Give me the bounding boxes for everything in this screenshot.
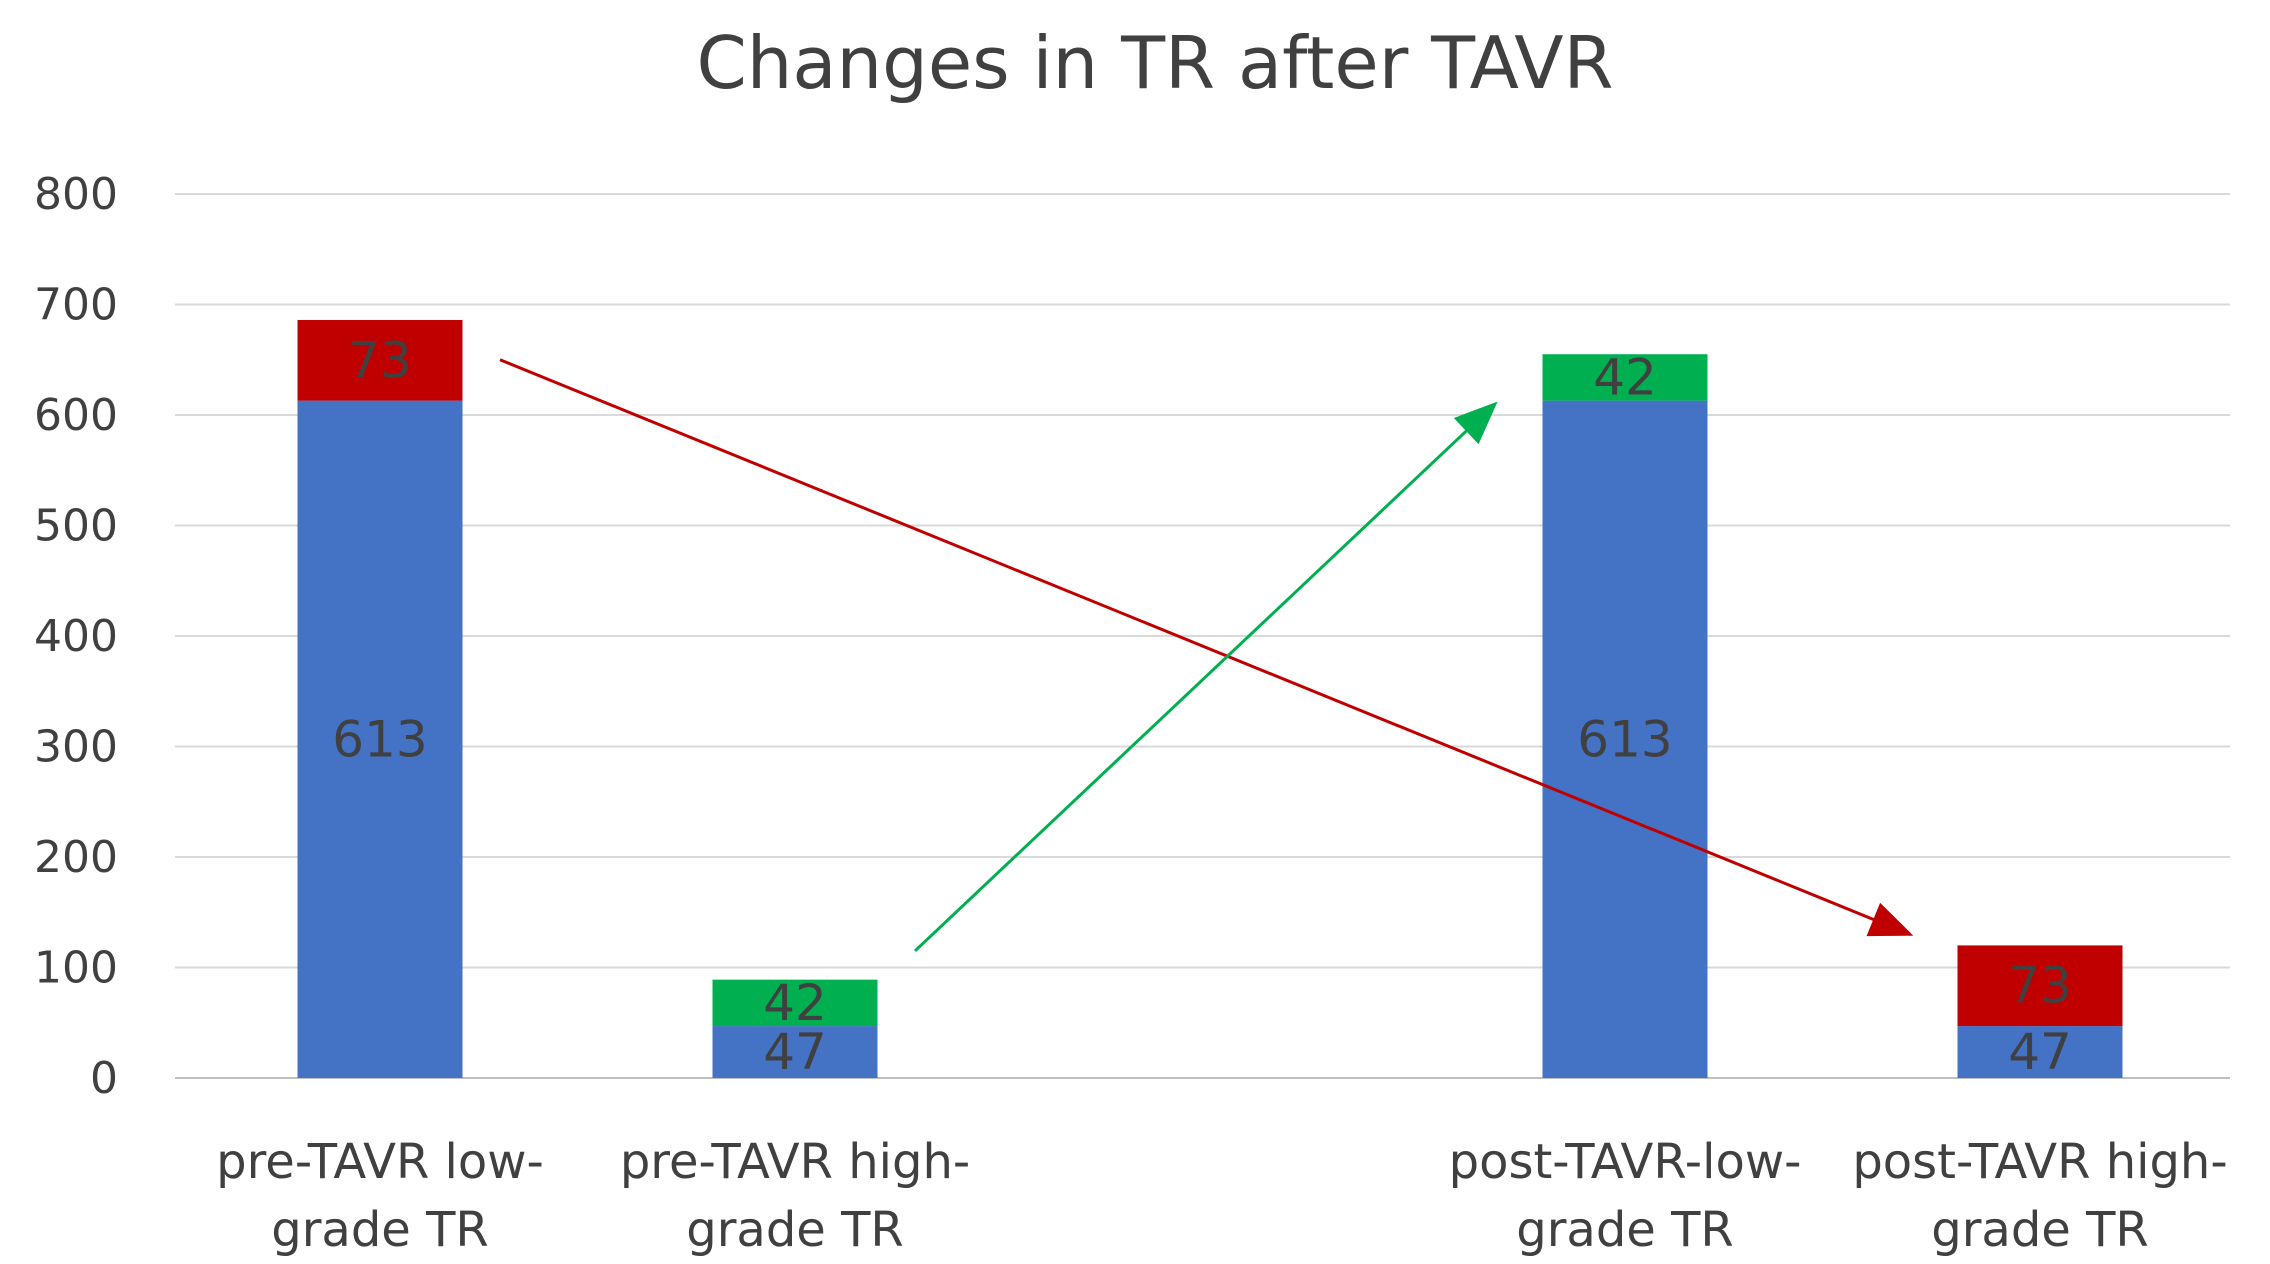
x-category-label: post-TAVR-low- — [1449, 1134, 1802, 1190]
data-label: 47 — [763, 1023, 827, 1081]
bar-segment — [1542, 354, 1708, 401]
data-label: 42 — [763, 974, 827, 1032]
gridlines — [175, 193, 2230, 1079]
data-label: 613 — [332, 710, 427, 768]
bar-segment — [297, 319, 463, 401]
y-tick-label: 300 — [34, 722, 118, 773]
x-category-label: grade TR — [271, 1202, 489, 1258]
x-category-label: grade TR — [1516, 1202, 1734, 1258]
arrows — [499, 358, 1914, 953]
data-label: 47 — [2008, 1023, 2072, 1081]
x-category-label: grade TR — [1931, 1202, 2149, 1258]
bar-segment — [712, 979, 878, 1027]
y-tick-label: 600 — [34, 390, 118, 441]
bar-segment — [712, 1026, 878, 1078]
bar-segment — [1542, 400, 1708, 1078]
data-label: 73 — [2008, 957, 2072, 1015]
y-tick-label: 200 — [34, 832, 118, 883]
y-tick-label: 500 — [34, 501, 118, 552]
y-tick-label: 800 — [34, 169, 118, 220]
arrow — [499, 358, 1914, 937]
y-tick-label: 400 — [34, 611, 118, 662]
data-label: 42 — [1593, 348, 1657, 406]
y-tick-label: 700 — [34, 280, 118, 331]
x-axis-categories: pre-TAVR low-grade TR pre-TAVR high-grade… — [216, 1134, 2228, 1258]
x-category-label: grade TR — [686, 1202, 904, 1258]
x-category-label: post-TAVR high- — [1852, 1134, 2227, 1190]
x-category-label: pre-TAVR low- — [216, 1134, 544, 1190]
x-category-label: pre-TAVR high- — [620, 1134, 970, 1190]
y-tick-label: 100 — [34, 943, 118, 994]
bar-segment — [297, 400, 463, 1078]
data-label: 73 — [348, 331, 412, 389]
data-label: 613 — [1577, 710, 1672, 768]
y-axis-ticks: 0 100 200 300 400 500 600 700 800 — [34, 169, 118, 1104]
bar-segment — [1957, 945, 2123, 1027]
y-tick-label: 0 — [90, 1053, 118, 1104]
bar-segment — [1957, 1026, 2123, 1078]
arrow — [913, 401, 1498, 953]
chart-title: Changes in TR after TAVR — [696, 21, 1613, 105]
